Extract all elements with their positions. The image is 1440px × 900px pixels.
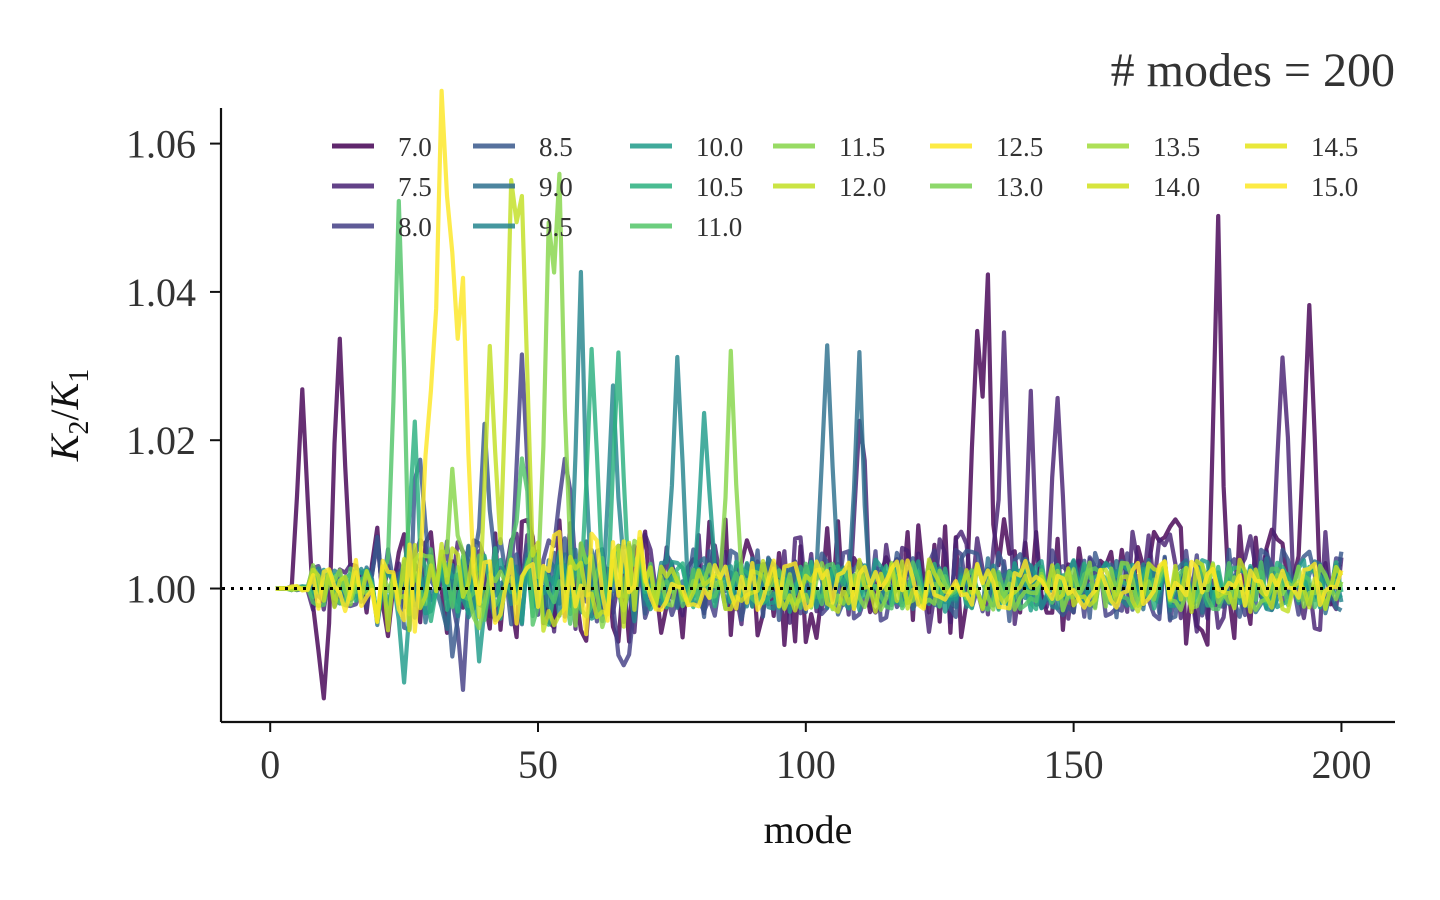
y-tick-label: 1.06 — [126, 122, 196, 167]
legend-label: 11.5 — [839, 132, 885, 162]
legend-label: 14.0 — [1153, 172, 1200, 202]
y-axis-label: K2/K1 — [42, 369, 95, 463]
y-axis-label-sub-num: 2 — [64, 421, 95, 435]
legend-label: 14.5 — [1311, 132, 1358, 162]
series-line-12-5 — [275, 88, 1344, 637]
legend-label: 8.5 — [539, 132, 573, 162]
legend-label: 12.0 — [839, 172, 886, 202]
legend-label: 13.5 — [1153, 132, 1200, 162]
legend-label: 9.5 — [539, 212, 573, 242]
y-tick-label: 1.04 — [126, 270, 196, 315]
legend-label: 8.0 — [398, 212, 432, 242]
x-axis-label: mode — [764, 807, 853, 852]
x-ticks: 0 50 100 150 200 — [260, 722, 1371, 787]
legend-label: 10.5 — [696, 172, 743, 202]
chart-title: # modes = 200 — [1111, 44, 1395, 97]
legend: 7.0 7.5 8.0 8.5 9.0 9.5 10.0 10.5 11.0 11.5 12.0 12… — [332, 132, 1358, 242]
y-axis-label-sep: / — [42, 409, 87, 421]
y-axis-label-base-2: K — [42, 380, 87, 410]
y-ticks: 1.00 1.02 1.04 1.06 — [126, 122, 222, 612]
legend-label: 7.0 — [398, 132, 432, 162]
legend-label: 10.0 — [696, 132, 743, 162]
legend-label: 12.5 — [996, 132, 1043, 162]
y-axis-label-base: K — [42, 432, 87, 462]
x-tick-label: 50 — [518, 742, 558, 787]
series-line-8-0 — [275, 352, 1342, 692]
y-axis-label-sub-den: 1 — [64, 369, 95, 383]
x-tick-label: 150 — [1044, 742, 1104, 787]
y-tick-label: 1.00 — [126, 567, 196, 612]
legend-label: 7.5 — [398, 172, 432, 202]
legend-label: 13.0 — [996, 172, 1043, 202]
legend-label: 15.0 — [1311, 172, 1358, 202]
x-tick-label: 0 — [260, 742, 280, 787]
legend-label: 11.0 — [696, 212, 742, 242]
y-tick-label: 1.02 — [126, 418, 196, 463]
legend-label: 9.0 — [539, 172, 573, 202]
x-tick-label: 200 — [1311, 742, 1371, 787]
x-tick-label: 100 — [776, 742, 836, 787]
